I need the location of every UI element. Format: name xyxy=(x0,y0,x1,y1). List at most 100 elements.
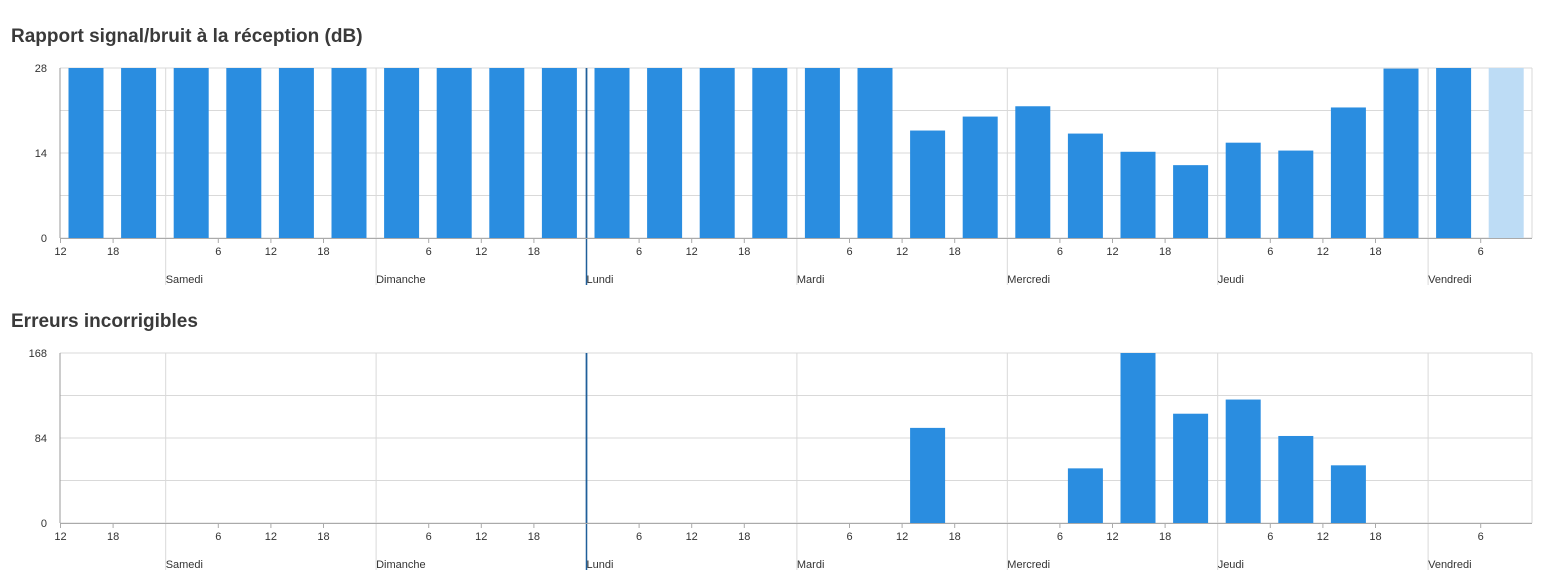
snr-x-tick-label: 6 xyxy=(1267,246,1273,258)
errors-x-tick-label: 6 xyxy=(636,531,642,543)
snr-bar xyxy=(121,68,157,238)
snr-y-tick-label: 14 xyxy=(35,148,47,160)
errors-y-ticks: 0 84 168 xyxy=(29,348,47,530)
snr-y-tick-label: 0 xyxy=(41,233,47,245)
snr-x-tick-label: 18 xyxy=(1369,246,1381,258)
errors-bar xyxy=(1225,399,1261,523)
snr-x-tick-label: 6 xyxy=(215,246,221,258)
chart-title-errors: Erreurs incorrigibles xyxy=(11,311,198,332)
snr-x-tick-label: 12 xyxy=(1317,246,1329,258)
snr-bar xyxy=(752,68,788,238)
errors-day-label: Vendredi xyxy=(1428,559,1471,571)
errors-day-label: Mardi xyxy=(797,559,825,571)
snr-bar xyxy=(910,130,946,238)
snr-x-tick-label: 18 xyxy=(317,246,329,258)
snr-bars xyxy=(68,68,1524,238)
snr-bar xyxy=(331,68,367,238)
snr-bar xyxy=(594,68,630,238)
errors-x-tick-label: 18 xyxy=(317,531,329,543)
snr-day-label: Jeudi xyxy=(1218,274,1244,286)
snr-bar xyxy=(68,68,104,238)
errors-x-tick-label: 6 xyxy=(1057,531,1063,543)
snr-y-ticks: 0 14 28 xyxy=(35,63,47,245)
snr-bar xyxy=(857,68,893,238)
errors-x-tick-label: 6 xyxy=(846,531,852,543)
errors-bar xyxy=(910,427,946,523)
snr-bar xyxy=(647,68,683,238)
snr-bar xyxy=(1067,133,1103,238)
errors-bar xyxy=(1173,413,1209,523)
snr-bar xyxy=(1278,150,1314,238)
errors-x-ticks: 12 18 6 12 18 6 12 18 6 12 18 6 12 18 6 12 18 6 12 18 6 xyxy=(54,523,1484,543)
snr-x-ticks: 12 18 6 12 18 6 12 18 6 12 18 6 12 18 6 12 18 6 12 18 6 xyxy=(54,238,1484,258)
errors-x-tick-label: 18 xyxy=(1159,531,1171,543)
snr-x-tick-label: 6 xyxy=(426,246,432,258)
errors-bars xyxy=(910,353,1366,523)
errors-bar xyxy=(1278,435,1314,523)
snr-bar xyxy=(1120,151,1156,238)
snr-day-label: Lundi xyxy=(587,274,614,286)
errors-day-label: Mercredi xyxy=(1007,559,1050,571)
snr-x-tick-label: 18 xyxy=(107,246,119,258)
snr-x-tick-label: 12 xyxy=(1106,246,1118,258)
snr-bar xyxy=(1015,106,1051,238)
errors-x-tick-label: 6 xyxy=(1478,531,1484,543)
snr-day-label: Samedi xyxy=(166,274,203,286)
errors-x-tick-label: 12 xyxy=(265,531,277,543)
snr-x-tick-label: 12 xyxy=(896,246,908,258)
snr-bar xyxy=(1330,107,1366,238)
snr-x-tick-label: 12 xyxy=(54,246,66,258)
snr-bar xyxy=(1173,165,1209,238)
snr-bar xyxy=(804,68,840,238)
errors-x-tick-label: 6 xyxy=(1267,531,1273,543)
errors-x-tick-label: 18 xyxy=(528,531,540,543)
errors-y-tick-label: 84 xyxy=(35,433,47,445)
errors-x-tick-label: 12 xyxy=(475,531,487,543)
snr-bar xyxy=(699,68,735,238)
errors-day-labels: Samedi Dimanche Lundi Mardi Mercredi Jeudi Ven… xyxy=(166,559,1472,571)
snr-chart: 12 18 6 12 18 6 12 18 6 12 18 6 12 18 6 12 18 6 12 18 6 Samed… xyxy=(35,63,1533,286)
errors-y-tick-label: 168 xyxy=(29,348,47,360)
snr-bar xyxy=(1436,68,1472,238)
errors-x-tick-label: 12 xyxy=(686,531,698,543)
snr-x-tick-label: 12 xyxy=(265,246,277,258)
errors-x-tick-label: 12 xyxy=(1317,531,1329,543)
errors-x-tick-label: 18 xyxy=(1369,531,1381,543)
snr-bar xyxy=(226,68,262,238)
snr-day-label: Mercredi xyxy=(1007,274,1050,286)
snr-bar xyxy=(1488,68,1524,238)
snr-day-label: Mardi xyxy=(797,274,825,286)
snr-x-tick-label: 18 xyxy=(949,246,961,258)
snr-bar xyxy=(384,68,420,238)
snr-y-tick-label: 28 xyxy=(35,63,47,75)
errors-bar xyxy=(1120,353,1156,523)
snr-day-label: Dimanche xyxy=(376,274,426,286)
snr-bar xyxy=(173,68,209,238)
errors-day-label: Dimanche xyxy=(376,559,426,571)
snr-bar xyxy=(489,68,525,238)
errors-x-tick-label: 18 xyxy=(949,531,961,543)
errors-x-tick-label: 18 xyxy=(738,531,750,543)
snr-x-tick-label: 6 xyxy=(1057,246,1063,258)
snr-x-tick-label: 12 xyxy=(475,246,487,258)
snr-bar xyxy=(541,68,577,238)
snr-x-tick-label: 12 xyxy=(686,246,698,258)
snr-x-tick-label: 18 xyxy=(1159,246,1171,258)
snr-x-tick-label: 6 xyxy=(1478,246,1484,258)
errors-x-tick-label: 12 xyxy=(1106,531,1118,543)
errors-bar xyxy=(1067,468,1103,523)
snr-bar xyxy=(1383,68,1419,238)
snr-bar xyxy=(436,68,472,238)
errors-x-tick-label: 12 xyxy=(54,531,66,543)
errors-x-tick-label: 6 xyxy=(215,531,221,543)
errors-day-label: Jeudi xyxy=(1218,559,1244,571)
errors-x-tick-label: 6 xyxy=(426,531,432,543)
snr-x-tick-label: 6 xyxy=(846,246,852,258)
errors-x-tick-label: 12 xyxy=(896,531,908,543)
errors-y-tick-label: 0 xyxy=(41,518,47,530)
errors-bar xyxy=(1330,465,1366,523)
snr-bar xyxy=(962,116,998,238)
snr-x-tick-label: 6 xyxy=(636,246,642,258)
snr-x-tick-label: 18 xyxy=(528,246,540,258)
